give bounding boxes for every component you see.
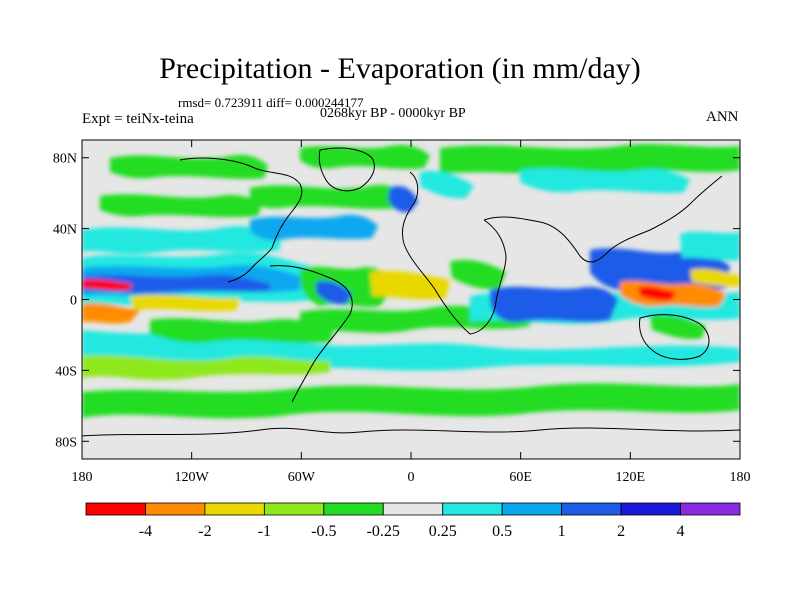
lon-tick-label: 120W <box>175 470 210 485</box>
field-atlantic-itcz-yellow <box>370 270 450 300</box>
colorbar-swatch <box>620 502 681 516</box>
lon-tick-label: 120E <box>616 470 646 485</box>
colorbar-swatch <box>501 502 563 516</box>
field-greenland-green <box>300 144 430 169</box>
field-south-subtropic-green <box>82 355 330 380</box>
field-africa-green <box>450 259 506 290</box>
season-label: ANN <box>706 109 739 125</box>
field-aleutian-green <box>110 154 268 179</box>
field-north-pacific-cyan <box>82 226 280 254</box>
lon-tick-label: 60W <box>288 470 316 485</box>
field-siberia-cyan <box>520 168 690 193</box>
field-west-pacific-yellow <box>690 268 740 287</box>
colorbar-label: -4 <box>139 523 152 540</box>
colorbar-label: 4 <box>677 523 685 540</box>
field-north-atlantic-blue <box>250 214 378 241</box>
colorbar-swatch <box>561 502 622 516</box>
coastlines <box>82 147 740 437</box>
coastline-asia <box>483 175 723 263</box>
colorbar-swatch <box>442 502 503 516</box>
colorbar-label: 2 <box>617 523 625 540</box>
field-europe-cyan <box>420 170 474 199</box>
field-southern-ocean-green <box>82 383 740 419</box>
colorbar-swatch <box>263 502 325 516</box>
field-indian-ocean-blue <box>490 286 618 323</box>
coastline-north-america <box>179 157 303 283</box>
lat-tick-label: 40N <box>53 223 77 238</box>
coastline-antarctica <box>82 427 740 437</box>
field-amazon-blue <box>316 280 352 305</box>
field-pacific-dry-yellow <box>130 294 240 312</box>
field-pacific-dry-orange <box>82 302 140 324</box>
colorbar-label: -0.5 <box>311 523 336 540</box>
coastline-south-america <box>269 265 353 403</box>
plot-title: Precipitation - Evaporation (in mm/day) <box>159 52 641 85</box>
colorbar-swatch <box>85 502 146 516</box>
lon-tick-label: 180 <box>730 470 751 485</box>
field-australia-green <box>650 314 706 340</box>
colorbar-label: -2 <box>198 523 211 540</box>
field-north-atlantic-green <box>250 184 404 209</box>
field-south-pacific-green <box>150 318 334 343</box>
map-panel <box>81 139 741 460</box>
period-subtitle: 0268kyr BP - 0000kyr BP <box>320 106 466 121</box>
lat-tick-label: 40S <box>55 364 77 379</box>
field-maritime-red <box>638 286 676 301</box>
lat-tick-label: 80S <box>55 435 77 450</box>
lat-tick-label: 80N <box>53 152 77 167</box>
colorbar-label: 1 <box>558 523 566 540</box>
contour-fields <box>82 144 740 419</box>
lon-tick-label: 0 <box>408 470 415 485</box>
colorbar-label: -1 <box>258 523 271 540</box>
coastline-greenland <box>318 147 375 192</box>
coastline-australia <box>639 314 710 360</box>
lon-tick-label: 60E <box>509 470 532 485</box>
colorbar-label: 0.5 <box>492 523 512 540</box>
field-north-pacific-green <box>100 194 262 218</box>
field-tropical-pacific-west-cyan <box>680 231 740 261</box>
colorbar-swatch <box>323 502 384 516</box>
field-west-pacific-red <box>82 279 132 291</box>
colorbar-swatch <box>204 502 265 516</box>
coastline-europe-africa <box>401 171 507 335</box>
colorbar-swatch <box>382 502 444 516</box>
rmsd-diff-stats: rmsd= 0.723911 diff= 0.000244177 <box>178 95 364 110</box>
field-arctic-green <box>440 144 740 175</box>
colorbar: -4 -2 -1 -0.5 -0.25 0.25 0.5 1 2 4 <box>85 502 741 540</box>
latitude-axis: 80N 40N 0 40S 80S <box>53 152 740 450</box>
colorbar-label: 0.25 <box>429 523 457 540</box>
experiment-label: Expt = teiNx-teina <box>82 111 194 127</box>
colorbar-swatch <box>145 502 206 516</box>
colorbar-label: -0.25 <box>367 523 400 540</box>
lat-tick-label: 0 <box>70 294 77 309</box>
field-iceland-blue <box>388 185 418 213</box>
longitude-axis: 180 120W 60W 0 60E 120E 180 <box>72 140 751 485</box>
colorbar-swatch <box>680 502 741 516</box>
lon-tick-label: 180 <box>72 470 93 485</box>
